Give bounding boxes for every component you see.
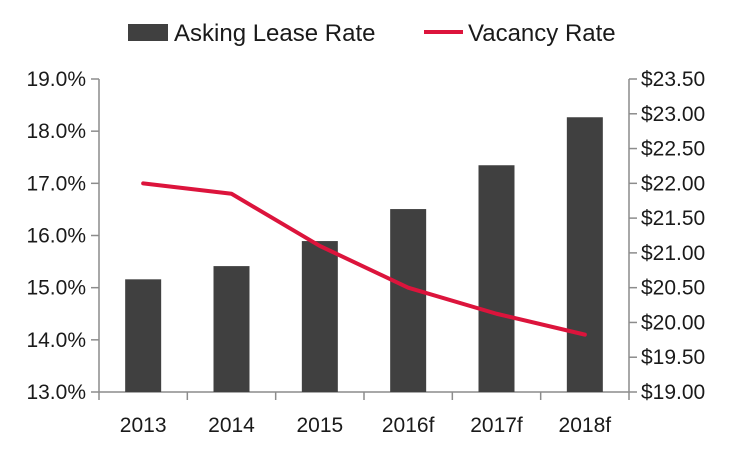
bar-asking-lease-rate — [390, 209, 427, 392]
x-tick-label: 2018f — [559, 414, 612, 437]
right-tick-label: $23.50 — [641, 68, 705, 91]
left-tick-label: 14.0% — [26, 329, 86, 352]
left-tick-label: 15.0% — [26, 277, 86, 300]
line-series — [141, 181, 587, 337]
bar-asking-lease-rate — [125, 279, 162, 392]
x-tick-label: 2017f — [470, 414, 523, 437]
right-tick-label: $20.00 — [641, 311, 705, 334]
right-tick-label: $19.50 — [641, 346, 705, 369]
bar-asking-lease-rate — [566, 117, 603, 392]
left-tick-label: 17.0% — [26, 172, 86, 195]
bar-asking-lease-rate — [478, 165, 515, 392]
right-tick-label: $22.50 — [641, 138, 705, 161]
line-vacancy-rate — [141, 181, 587, 337]
legend: Asking Lease Rate Vacancy Rate — [128, 20, 616, 47]
right-tick-label: $23.00 — [641, 103, 705, 126]
x-tick-label: 2015 — [296, 414, 343, 437]
axes — [91, 78, 637, 400]
axis-labels: 13.0% 14.0% 15.0% 16.0% 17.0% 18.0% 19.0% $19.0… — [26, 68, 705, 437]
bar-asking-lease-rate — [213, 266, 250, 392]
x-tick-label: 2014 — [208, 414, 255, 437]
bar-series — [125, 117, 603, 392]
legend-label-vacancy-rate: Vacancy Rate — [468, 20, 616, 47]
bar-asking-lease-rate — [301, 241, 338, 392]
right-tick-label: $21.50 — [641, 207, 705, 230]
x-tick-label: 2016f — [382, 414, 435, 437]
left-tick-label: 13.0% — [26, 381, 86, 404]
left-tick-label: 16.0% — [26, 225, 86, 248]
left-tick-label: 19.0% — [26, 68, 86, 91]
legend-swatch-asking-lease-rate — [128, 24, 168, 41]
right-tick-label: $20.50 — [641, 277, 705, 300]
legend-label-asking-lease-rate: Asking Lease Rate — [174, 20, 375, 47]
x-tick-label: 2013 — [120, 414, 167, 437]
left-tick-label: 18.0% — [26, 120, 86, 143]
right-tick-label: $21.00 — [641, 242, 705, 265]
right-tick-label: $22.00 — [641, 172, 705, 195]
right-tick-label: $19.00 — [641, 381, 705, 404]
